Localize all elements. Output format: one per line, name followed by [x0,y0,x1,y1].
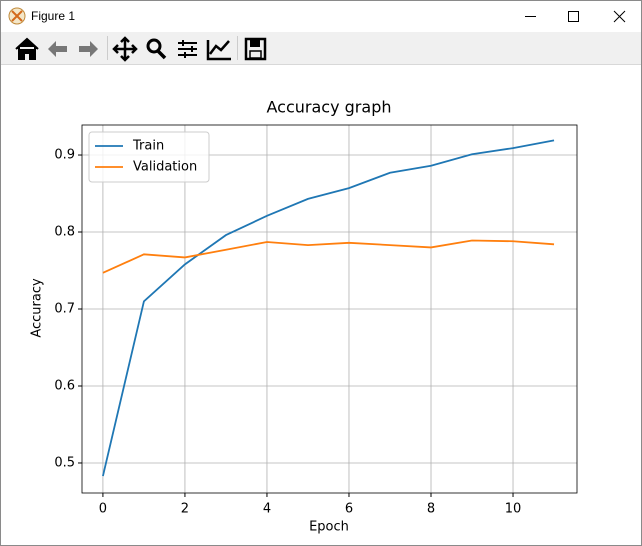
forward-button[interactable] [79,41,98,57]
data-line [102,139,555,477]
x-tick-label: 0 [99,502,107,517]
maximize-button[interactable] [568,11,579,22]
configure-button[interactable] [178,40,197,58]
y-tick-label: 0.7 [54,302,75,317]
zoom-button[interactable] [146,38,167,60]
x-axis-label: Epoch [309,520,349,535]
toolbar-icons [15,36,267,62]
save-button[interactable] [244,37,267,61]
y-tick-label: 0.9 [54,148,75,163]
x-tick-label: 10 [505,502,522,517]
y-tick-label: 0.6 [54,378,75,393]
legend-box [88,131,210,183]
chart-title: Accuracy graph [267,98,392,117]
legend: Train Validation [88,131,210,183]
data-line [102,239,555,274]
window-title: Figure 1 [31,9,76,23]
legend-label: Train [132,139,164,154]
x-tick-label: 8 [427,502,435,517]
title-bar: Figure 1 [1,1,641,32]
chart: Accuracy graph Epoch Accuracy 0 2 4 6 8 10 0.5… [30,98,578,535]
toolbar [1,32,641,65]
x-tick-label: 4 [263,502,271,517]
y-tick-label: 0.8 [54,225,75,240]
close-button[interactable] [613,10,626,23]
back-button[interactable] [48,41,67,57]
window-controls [525,10,626,23]
app-icon [8,7,26,25]
y-tick-label: 0.5 [54,455,75,470]
pan-button[interactable] [112,36,138,62]
legend-label: Validation [133,160,197,175]
home-button[interactable] [15,37,39,60]
x-tick-label: 2 [181,502,189,517]
axes-button[interactable] [206,40,231,61]
x-tick-label: 6 [345,502,353,517]
y-axis-label: Accuracy [30,278,45,338]
axes-frame [81,124,578,494]
